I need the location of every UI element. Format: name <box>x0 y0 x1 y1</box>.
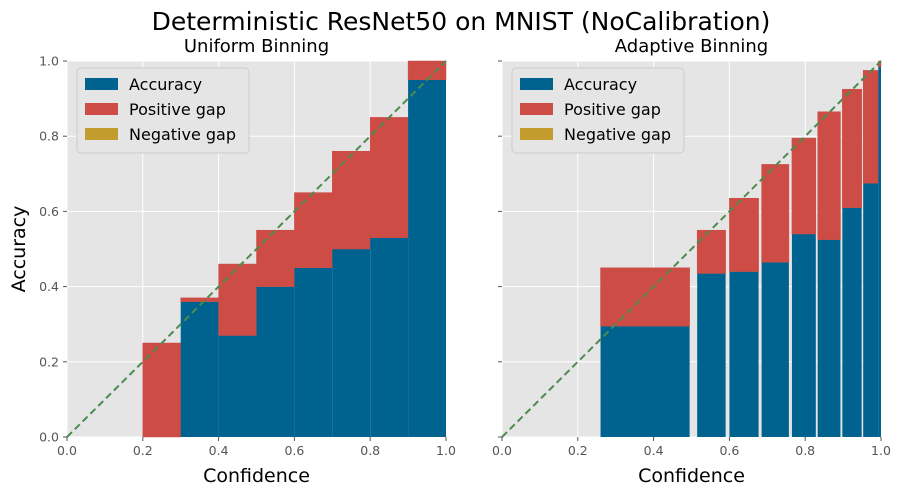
y-axis-label: Accuracy <box>8 206 30 293</box>
x-axis-label: Confidence <box>203 465 310 487</box>
legend-label: Accuracy <box>129 75 202 94</box>
accuracy-bar <box>256 286 295 437</box>
legend-swatch <box>85 128 118 140</box>
legend-swatch <box>520 103 553 115</box>
positive-gap-bar <box>218 263 257 336</box>
accuracy-bar <box>294 267 333 437</box>
x-tick-label: 1.0 <box>871 443 891 458</box>
accuracy-bar <box>878 66 881 437</box>
y-tick-label: 0.0 <box>39 430 59 445</box>
positive-gap-bar <box>791 137 817 235</box>
perfect-calibration-line <box>501 60 882 438</box>
positive-gap-bar <box>369 117 409 238</box>
positive-gap-bar <box>842 88 862 208</box>
positive-gap-bar <box>729 197 759 272</box>
accuracy-bar <box>761 262 789 437</box>
accuracy-bar <box>729 271 759 437</box>
x-tick-label: 0.6 <box>719 443 739 458</box>
accuracy-bar <box>370 237 409 437</box>
positive-gap-bar <box>761 164 790 263</box>
legend-label: Negative gap <box>129 125 236 144</box>
perfect-calibration-line <box>66 60 447 438</box>
x-tick-label: 0.4 <box>644 443 664 458</box>
panel-1: 0.0 0.2 0.4 0.6 0.8 1.0 0.0 0.2 0.4 0.6 0.8 1.0 Unif… <box>8 36 456 487</box>
legend-swatch <box>520 78 553 90</box>
accuracy-bar <box>218 335 257 437</box>
positive-gap-bar <box>817 111 841 240</box>
x-tick-label: 0.6 <box>284 443 304 458</box>
legend: Accuracy Positive gap Negative gap <box>76 67 250 154</box>
accuracy-bar <box>863 183 879 437</box>
legend-label: Positive gap <box>129 100 226 119</box>
x-axis-label: Confidence <box>638 465 745 487</box>
y-tick-label: 1.0 <box>39 54 59 69</box>
accuracy-bar <box>408 79 446 438</box>
positive-gap-bar <box>142 342 181 438</box>
legend-box <box>76 67 250 154</box>
y-tick-label: 0.2 <box>39 354 59 369</box>
x-tick-label: 0.0 <box>57 443 77 458</box>
x-tick-label: 0.2 <box>568 443 588 458</box>
accuracy-bar <box>791 233 816 437</box>
accuracy-bar <box>180 301 219 437</box>
x-tick-label: 0.4 <box>209 443 229 458</box>
legend-label: Positive gap <box>564 100 661 119</box>
accuracy-bar <box>817 239 841 437</box>
subplot-title: Uniform Binning <box>184 36 329 57</box>
figure-title: Deterministic ResNet50 on MNIST (NoCalib… <box>152 7 771 36</box>
legend-swatch <box>85 103 118 115</box>
subplot-title: Adaptive Binning <box>615 36 768 57</box>
positive-gap-bar <box>862 70 879 184</box>
x-tick-label: 0.8 <box>795 443 815 458</box>
x-tick-label: 1.0 <box>436 443 456 458</box>
y-tick-label: 0.6 <box>39 204 59 219</box>
y-tick-label: 0.8 <box>39 129 59 144</box>
legend-label: Negative gap <box>564 125 671 144</box>
x-tick-label: 0.0 <box>492 443 512 458</box>
accuracy-bar <box>332 249 371 437</box>
legend-box <box>511 67 685 154</box>
positive-gap-bar <box>294 192 333 269</box>
positive-gap-bar <box>180 297 219 302</box>
x-tick-label: 0.8 <box>360 443 380 458</box>
legend-label: Accuracy <box>564 75 637 94</box>
accuracy-bar <box>600 326 690 437</box>
positive-gap-bar <box>407 60 447 81</box>
legend-swatch <box>520 128 553 140</box>
legend: Accuracy Positive gap Negative gap <box>511 67 685 154</box>
x-tick-label: 0.2 <box>133 443 153 458</box>
positive-gap-bar <box>600 267 690 327</box>
legend-swatch <box>85 78 118 90</box>
accuracy-bar <box>697 273 726 437</box>
positive-gap-bar <box>332 150 371 250</box>
panels: 0.0 0.2 0.4 0.6 0.8 1.0 0.0 0.2 0.4 0.6 0.8 1.0 Unif… <box>8 36 891 487</box>
accuracy-bar <box>842 207 862 437</box>
panel-2: 0.0 0.2 0.4 0.6 0.8 1.0 Adaptive Binning Confid… <box>492 36 891 487</box>
positive-gap-bar <box>696 229 726 274</box>
y-tick-label: 0.4 <box>39 279 59 294</box>
positive-gap-bar <box>256 229 295 287</box>
